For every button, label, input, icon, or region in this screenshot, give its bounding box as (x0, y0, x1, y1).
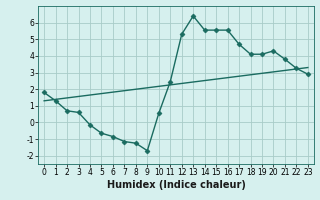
X-axis label: Humidex (Indice chaleur): Humidex (Indice chaleur) (107, 180, 245, 190)
